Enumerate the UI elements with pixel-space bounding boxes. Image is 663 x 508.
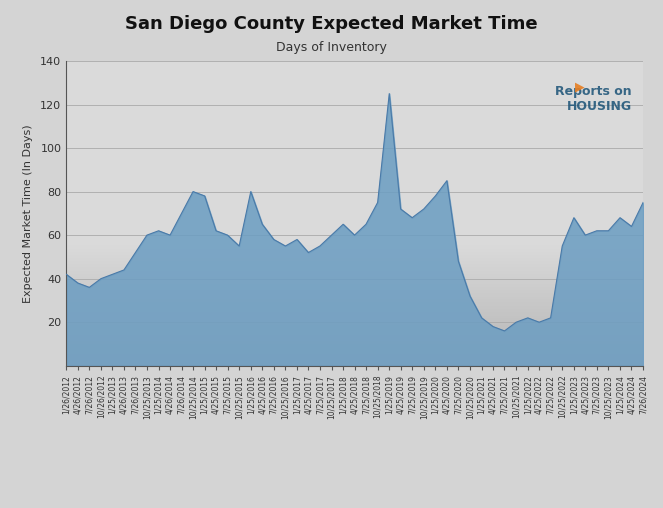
Text: San Diego County Expected Market Time: San Diego County Expected Market Time: [125, 15, 538, 33]
Text: Days of Inventory: Days of Inventory: [276, 41, 387, 54]
Text: ▶: ▶: [575, 81, 584, 94]
Y-axis label: Expected Market Time (In Days): Expected Market Time (In Days): [23, 124, 33, 303]
Text: Reports on
HOUSING: Reports on HOUSING: [555, 85, 632, 113]
